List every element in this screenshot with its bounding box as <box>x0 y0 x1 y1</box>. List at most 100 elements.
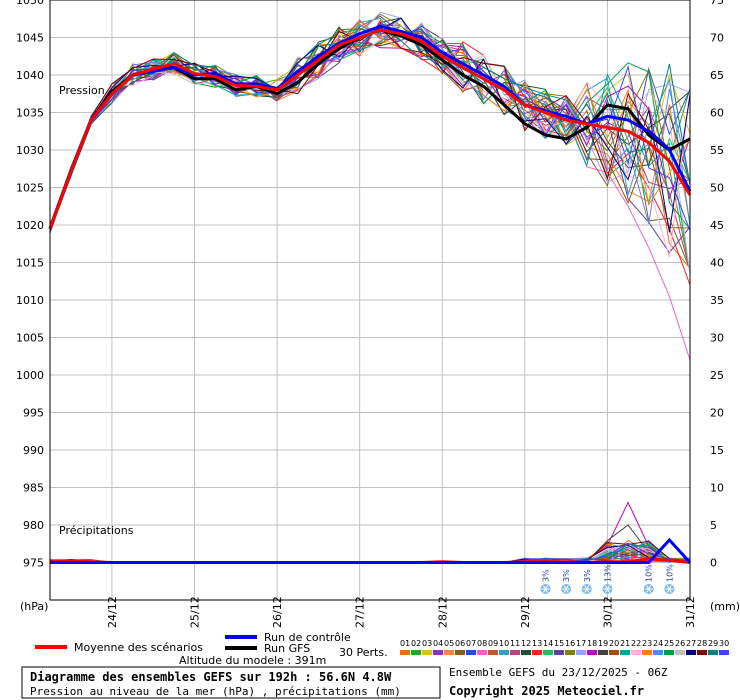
pert-swatch <box>466 650 476 655</box>
pert-swatch <box>488 650 498 655</box>
pert-swatch <box>598 650 608 655</box>
right-axis-unit: (mm) <box>710 600 740 613</box>
pert-number: 23 <box>642 639 652 648</box>
right-tick-label: 75 <box>710 0 724 7</box>
pert-number: 10 <box>499 639 509 648</box>
date-label: 25/12 <box>189 596 202 628</box>
left-tick-label: 1035 <box>16 107 44 120</box>
pert-number: 01 <box>400 639 410 648</box>
pert-swatch <box>477 650 487 655</box>
snow-probabilities: 3% 3% 3% 13% 10% 10% <box>540 564 675 594</box>
pert-number: 27 <box>686 639 696 648</box>
snowflake-arm <box>666 585 672 593</box>
date-label: 28/12 <box>436 596 449 628</box>
snowflake-arm <box>563 585 569 593</box>
footer-box <box>21 666 441 699</box>
pert-number: 17 <box>576 639 586 648</box>
pressure-series-line <box>48 28 692 230</box>
footer-title: Diagramme des ensembles GEFS sur 192h : … <box>30 670 392 684</box>
pert-number: 05 <box>444 639 454 648</box>
pert-number: 24 <box>653 639 663 648</box>
pert-number: 29 <box>708 639 718 648</box>
x-axis-dates: 24/12 25/12 26/12 27/12 28/12 29/12 30/12 31/12 <box>106 596 697 628</box>
left-tick-label: 995 <box>23 407 44 420</box>
pert-swatch <box>565 650 575 655</box>
pert-line <box>49 25 691 274</box>
right-tick-label: 10 <box>710 482 724 495</box>
left-tick-label: 1020 <box>16 219 44 232</box>
right-tick-label: 35 <box>710 294 724 307</box>
pert-swatch <box>400 650 410 655</box>
snowflake-icon <box>540 584 551 594</box>
pert-swatch <box>554 650 564 655</box>
left-tick-label: 1005 <box>16 332 44 345</box>
footer-subtitle: Pression au niveau de la mer (hPa) , pré… <box>30 685 401 698</box>
right-tick-label: 30 <box>710 332 724 345</box>
snow-prob-text: 3% <box>562 569 571 582</box>
right-tick-label: 40 <box>710 257 724 270</box>
right-tick-label: 15 <box>710 444 724 457</box>
left-tick-label: 1040 <box>16 69 44 82</box>
snowflake-arm <box>543 585 548 593</box>
snowflake-icon <box>643 584 654 594</box>
snowflake-icon <box>602 584 613 594</box>
pressure-label: Pression <box>59 84 105 97</box>
legend-control-label: Run de contrôle <box>264 631 351 644</box>
pert-swatch <box>620 650 630 655</box>
pert-legend: 01 02 03 04 05 06 07 08 09 10 11 12 13 14 15 16 17 18 19 20… <box>400 639 729 655</box>
pert-swatch <box>664 650 674 655</box>
pert-number: 03 <box>422 639 432 648</box>
date-label: 31/12 <box>684 596 697 628</box>
legend-mean-label: Moyenne des scénarios <box>74 641 203 654</box>
pert-number: 15 <box>554 639 564 648</box>
pert-swatch <box>499 650 509 655</box>
pert-swatch <box>686 650 696 655</box>
model-altitude: Altitude du modele : 391m <box>179 654 326 667</box>
pert-number: 14 <box>543 639 553 648</box>
main-series <box>48 24 692 230</box>
pert-swatch <box>609 650 619 655</box>
precip-series-line <box>50 537 692 564</box>
snowflake-icon <box>561 584 572 594</box>
left-tick-label: 980 <box>23 519 44 532</box>
pert-number: 16 <box>565 639 575 648</box>
snowflake-icon <box>581 584 592 594</box>
plot-frame <box>49 0 691 601</box>
right-tick-label: 45 <box>710 219 724 232</box>
date-label: 29/12 <box>519 596 532 628</box>
pert-swatch <box>422 650 432 655</box>
date-label: 27/12 <box>354 596 367 628</box>
date-label: 30/12 <box>601 596 614 628</box>
snowflake-arm <box>584 585 590 593</box>
pert-swatch <box>510 650 520 655</box>
copyright: Copyright 2025 Meteociel.fr <box>449 684 644 698</box>
pert-number: 20 <box>609 639 619 648</box>
left-tick-label: 975 <box>23 557 44 570</box>
snowflake-icon <box>664 584 675 594</box>
pert-number: 21 <box>620 639 630 648</box>
pert-swatch <box>532 650 542 655</box>
pert-number: 13 <box>532 639 542 648</box>
pert-number: 26 <box>675 639 685 648</box>
snow-prob-text: 10% <box>645 564 654 582</box>
right-tick-label: 0 <box>710 557 717 570</box>
right-tick-label: 65 <box>710 69 724 82</box>
pert-number: 04 <box>433 639 443 648</box>
right-tick-label: 60 <box>710 107 724 120</box>
right-tick-label: 50 <box>710 182 724 195</box>
pert-swatch <box>697 650 707 655</box>
right-tick-label: 55 <box>710 144 724 157</box>
snow-prob-text: 3% <box>583 569 592 582</box>
pert-line <box>49 37 691 228</box>
right-tick-label: 5 <box>710 519 717 532</box>
snow-prob-text: 10% <box>665 564 674 582</box>
precipitation-lines <box>49 501 692 565</box>
pert-swatch <box>675 650 685 655</box>
left-tick-label: 1010 <box>16 294 44 307</box>
snow-prob-text: 3% <box>541 569 550 582</box>
left-tick-label: 1015 <box>16 257 44 270</box>
snowflake-arm <box>646 585 652 593</box>
left-axis-ticks: 1050 1045 1040 1035 1030 1025 1020 1015 1010 1005… <box>16 0 44 570</box>
